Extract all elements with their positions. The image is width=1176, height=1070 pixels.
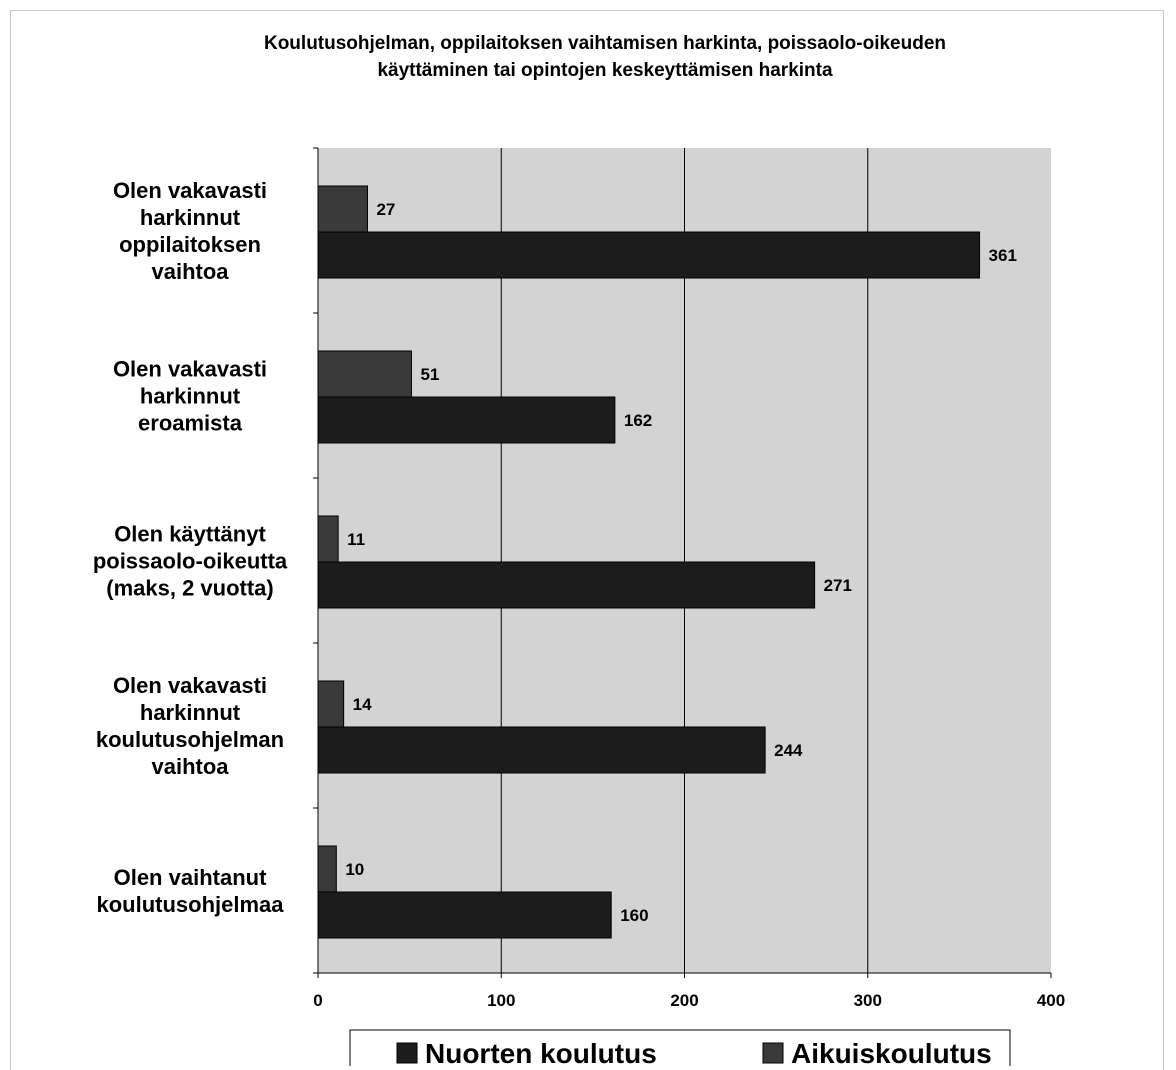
category-label-1: Olen vakavasti harkinnut eroamista xyxy=(113,357,267,436)
chart-title: Koulutusohjelman, oppilaitoksen vaihtami… xyxy=(0,30,1176,84)
category-label-1-line-1: harkinnut xyxy=(140,384,241,409)
category-label-4-line-1: koulutusohjelmaa xyxy=(96,892,284,917)
x-tick-label-100: 100 xyxy=(487,991,515,1010)
category-label-2-line-0: Olen käyttänyt xyxy=(114,522,266,547)
category-label-3-line-0: Olen vakavasti xyxy=(113,673,267,698)
bar-nuorten-koulutus-3 xyxy=(317,726,766,774)
value-label-nuorten-koulutus-1: 162 xyxy=(624,411,652,430)
chart-frame xyxy=(10,10,1164,1070)
category-label-4-line-0: Olen vaihtanut xyxy=(114,865,267,890)
category-label-1-line-0: Olen vakavasti xyxy=(113,357,267,382)
value-label-aikuiskoulutus-4: 10 xyxy=(345,860,364,879)
category-label-3-line-1: harkinnut xyxy=(140,700,241,725)
legend-label-nuorten-koulutus: Nuorten koulutus xyxy=(425,1038,657,1066)
x-tick-label-0: 0 xyxy=(313,991,322,1010)
bar-nuorten-koulutus-0 xyxy=(317,231,981,279)
bar-aikuiskoulutus-4 xyxy=(317,845,337,893)
legend: Nuorten koulutus Aikuiskoulutus xyxy=(349,1029,1011,1066)
category-label-0-line-1: harkinnut xyxy=(140,205,241,230)
value-label-aikuiskoulutus-1: 51 xyxy=(420,365,439,384)
bar-nuorten-koulutus-4 xyxy=(317,891,612,939)
bar-aikuiskoulutus-3 xyxy=(317,680,345,728)
value-label-nuorten-koulutus-4: 160 xyxy=(620,906,648,925)
bar-nuorten-koulutus-2 xyxy=(317,561,816,609)
category-label-3-line-2: koulutusohjelman xyxy=(96,727,284,752)
value-label-aikuiskoulutus-3: 14 xyxy=(353,695,372,714)
category-label-4: Olen vaihtanut koulutusohjelmaa xyxy=(96,865,284,917)
x-tick-label-300: 300 xyxy=(854,991,882,1010)
legend-swatch-nuorten-koulutus xyxy=(396,1042,418,1064)
bar-aikuiskoulutus-2 xyxy=(317,515,339,563)
category-label-3: Olen vakavasti harkinnut koulutusohjelman v… xyxy=(96,673,284,779)
category-label-2: Olen käyttänyt poissaolo-oikeutta (maks, 2… xyxy=(93,522,288,601)
value-label-nuorten-koulutus-3: 244 xyxy=(774,741,803,760)
category-label-0-line-0: Olen vakavasti xyxy=(113,178,267,203)
bar-aikuiskoulutus-1 xyxy=(317,350,412,398)
category-label-0: Olen vakavasti harkinnut oppilaitoksen vaih… xyxy=(113,178,267,284)
legend-label-aikuiskoulutus: Aikuiskoulutus xyxy=(791,1038,992,1066)
bar-aikuiskoulutus-0 xyxy=(317,185,368,233)
category-label-1-line-2: eroamista xyxy=(138,411,243,436)
category-label-2-line-1: poissaolo-oikeutta xyxy=(93,549,288,574)
x-tick-label-400: 400 xyxy=(1037,991,1065,1010)
value-label-nuorten-koulutus-2: 271 xyxy=(824,576,852,595)
x-tick-label-200: 200 xyxy=(670,991,698,1010)
category-label-0-line-2: oppilaitoksen xyxy=(119,232,261,257)
chart-title-line-2: käyttäminen tai opintojen keskeyttämisen… xyxy=(377,60,833,81)
value-label-aikuiskoulutus-0: 27 xyxy=(376,200,395,219)
category-label-0-line-3: vaihtoa xyxy=(151,259,229,284)
value-label-nuorten-koulutus-0: 361 xyxy=(989,246,1017,265)
legend-box xyxy=(349,1029,1011,1066)
category-label-2-line-2: (maks, 2 vuotta) xyxy=(106,576,274,601)
value-label-aikuiskoulutus-2: 11 xyxy=(347,530,365,549)
legend-swatch-aikuiskoulutus xyxy=(762,1042,784,1064)
category-label-3-line-3: vaihtoa xyxy=(151,754,229,779)
chart-title-line-1: Koulutusohjelman, oppilaitoksen vaihtami… xyxy=(263,33,946,54)
bar-nuorten-koulutus-1 xyxy=(317,396,616,444)
